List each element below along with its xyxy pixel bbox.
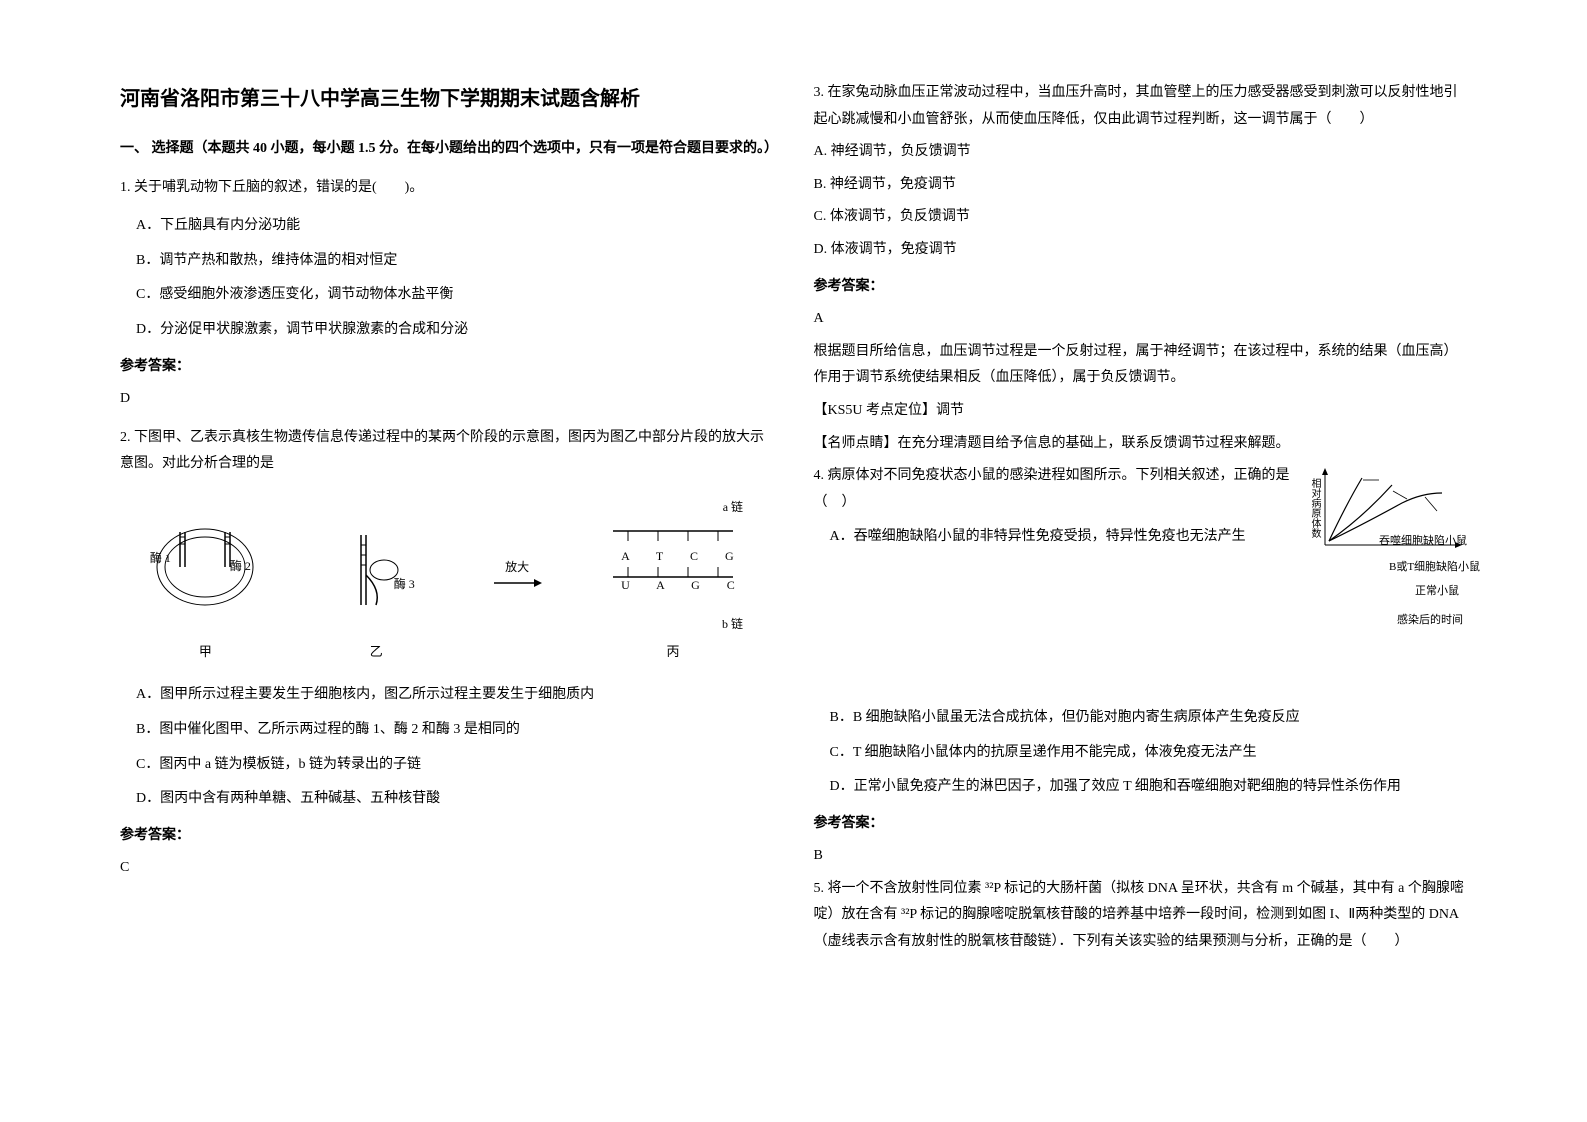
q1-option-a: A．下丘脑具有内分泌功能 [136,213,774,240]
q4-answer: B [814,843,1468,870]
section-header: 一、 选择题（本题共 40 小题，每小题 1.5 分。在每小题给出的四个选项中，… [120,136,774,163]
q1-stem: 1. 关于哺乳动物下丘脑的叙述，错误的是( )。 [120,175,774,202]
q4-option-d: D．正常小鼠免疫产生的淋巴因子，加强了效应 T 细胞和吞噬细胞对靶细胞的特异性杀… [830,774,1468,801]
seq-top: A T C G [621,545,761,568]
q3-explain2: 【KS5U 考点定位】调节 [814,398,1468,425]
q3-explain1: 根据题目所给信息，血压调节过程是一个反射过程，属于神经调节；在该过程中，系统的结… [814,339,1468,392]
q2-option-c: C．图丙中 a 链为模板链，b 链为转录出的子链 [136,752,774,779]
arrow-icon [492,573,542,593]
seq-bot: U A G C [621,574,761,597]
q4-chart: 相对病原体数 吞噬细胞缺陷小鼠 B或T细胞缺陷小鼠 正常小鼠 感染后的时间 [1307,463,1467,691]
q3-option-b: B. 神经调节，免疫调节 [814,172,1468,199]
q4-option-c: C．T 细胞缺陷小鼠体内的抗原呈递作用不能完成，体液免疫无法产生 [830,740,1468,767]
chart-l3: 正常小鼠 [1415,584,1575,598]
q3-option-a: A. 神经调节，负反馈调节 [814,139,1468,166]
doc-title: 河南省洛阳市第三十八中学高三生物下学期期末试题含解析 [120,80,774,118]
q2-option-d: D．图丙中含有两种单糖、五种碱基、五种核苷酸 [136,786,774,813]
q4-chart-svg [1307,463,1467,563]
chart-xlabel: 感染后的时间 [1397,613,1557,627]
jia-label: 甲 [150,640,260,665]
q1-answer-label: 参考答案： [120,354,774,381]
q4-option-b: B．B 细胞缺陷小鼠虽无法合成抗体，但仍能对胞内寄生病原体产生免疫反应 [830,705,1468,732]
enzyme2-label: 酶 2 [185,555,295,578]
chart-ylabel: 相对病原体数 [1305,478,1324,538]
q2-answer: C [120,855,774,882]
q3-option-d: D. 体液调节，免疫调节 [814,237,1468,264]
chart-l1: 吞噬细胞缺陷小鼠 [1379,534,1539,548]
a-chain-label: a 链 [603,496,743,519]
q2-stem: 2. 下图甲、乙表示真核生物遗传信息传递过程中的某两个阶段的示意图，图丙为图乙中… [120,425,774,478]
diagram-jia: 酶 1 酶 2 甲 [150,512,260,665]
q2-option-b: B．图中催化图甲、乙所示两过程的酶 1、酶 2 和酶 3 是相同的 [136,717,774,744]
q1-answer: D [120,386,774,413]
q2-answer-label: 参考答案： [120,823,774,850]
diagram-bing: a 链 A T C G U A G C b 链 丙 [603,496,743,664]
q3-explain3: 【名师点睛】在充分理清题目给予信息的基础上，联系反馈调节过程来解题。 [814,431,1468,458]
enzyme3-label: 酶 3 [349,573,459,596]
q3-answer-label: 参考答案： [814,274,1468,301]
q5-stem: 5. 将一个不含放射性同位素 ³²P 标记的大肠杆菌（拟核 DNA 呈环状，共含… [814,876,1468,956]
q1-option-b: B．调节产热和散热，维持体温的相对恒定 [136,248,774,275]
diagram-arrow: 放大 [492,556,542,603]
q2-option-a: A．图甲所示过程主要发生于细胞核内，图乙所示过程主要发生于细胞质内 [136,682,774,709]
q4-block: 相对病原体数 吞噬细胞缺陷小鼠 B或T细胞缺陷小鼠 正常小鼠 感染后的时间 4.… [814,463,1468,801]
yi-label: 乙 [321,640,431,665]
q4-answer-label: 参考答案： [814,811,1468,838]
q1-option-c: C．感受细胞外液渗透压变化，调节动物体水盐平衡 [136,282,774,309]
b-chain-label: b 链 [603,613,743,636]
q3-stem: 3. 在家兔动脉血压正常波动过程中，当血压升高时，其血管壁上的压力感受器感受到刺… [814,80,1468,133]
bing-label: 丙 [603,640,743,665]
q2-diagram: 酶 1 酶 2 甲 酶 3 乙 放大 [120,490,774,670]
diagram-yi: 酶 3 乙 [321,520,431,664]
q1-option-d: D．分泌促甲状腺激素，调节甲状腺激素的合成和分泌 [136,317,774,344]
q3-option-c: C. 体液调节，负反馈调节 [814,204,1468,231]
left-column: 河南省洛阳市第三十八中学高三生物下学期期末试题含解析 一、 选择题（本题共 40… [100,80,794,1082]
chart-l2: B或T细胞缺陷小鼠 [1389,560,1549,574]
q3-answer: A [814,306,1468,333]
diagram-yi-svg [321,520,431,620]
right-column: 3. 在家兔动脉血压正常波动过程中，当血压升高时，其血管壁上的压力感受器感受到刺… [794,80,1488,1082]
